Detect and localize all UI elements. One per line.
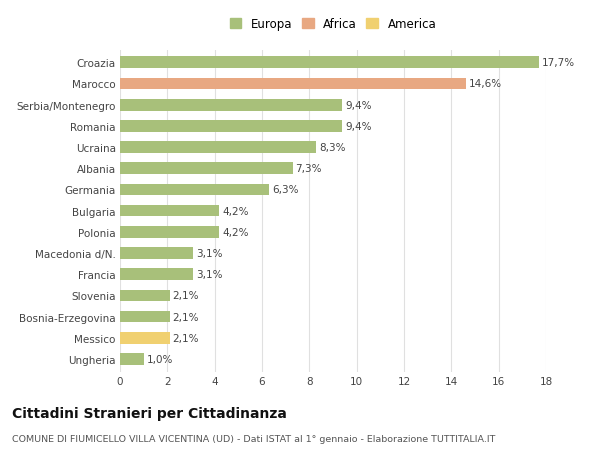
Legend: Europa, Africa, America: Europa, Africa, America: [230, 18, 436, 31]
Text: 1,0%: 1,0%: [146, 354, 173, 364]
Text: 4,2%: 4,2%: [222, 227, 249, 237]
Bar: [120, 163, 293, 175]
Bar: [120, 142, 316, 154]
Bar: [120, 247, 193, 259]
Bar: [120, 205, 220, 217]
Text: 6,3%: 6,3%: [272, 185, 298, 195]
Bar: [120, 311, 170, 323]
Bar: [120, 78, 466, 90]
Bar: [120, 226, 220, 238]
Bar: [120, 121, 343, 132]
Text: COMUNE DI FIUMICELLO VILLA VICENTINA (UD) - Dati ISTAT al 1° gennaio - Elaborazi: COMUNE DI FIUMICELLO VILLA VICENTINA (UD…: [12, 434, 496, 443]
Text: 7,3%: 7,3%: [296, 164, 322, 174]
Bar: [120, 269, 193, 280]
Bar: [120, 353, 143, 365]
Text: 2,1%: 2,1%: [173, 333, 199, 343]
Text: 14,6%: 14,6%: [469, 79, 502, 90]
Bar: [120, 290, 170, 302]
Text: 3,1%: 3,1%: [196, 269, 223, 280]
Bar: [120, 100, 343, 111]
Text: Cittadini Stranieri per Cittadinanza: Cittadini Stranieri per Cittadinanza: [12, 406, 287, 420]
Text: 2,1%: 2,1%: [173, 291, 199, 301]
Bar: [120, 332, 170, 344]
Bar: [120, 57, 539, 69]
Text: 8,3%: 8,3%: [319, 143, 346, 153]
Text: 4,2%: 4,2%: [222, 206, 249, 216]
Text: 2,1%: 2,1%: [173, 312, 199, 322]
Text: 9,4%: 9,4%: [346, 122, 372, 132]
Text: 3,1%: 3,1%: [196, 248, 223, 258]
Text: 9,4%: 9,4%: [346, 101, 372, 111]
Bar: [120, 184, 269, 196]
Text: 17,7%: 17,7%: [542, 58, 575, 68]
